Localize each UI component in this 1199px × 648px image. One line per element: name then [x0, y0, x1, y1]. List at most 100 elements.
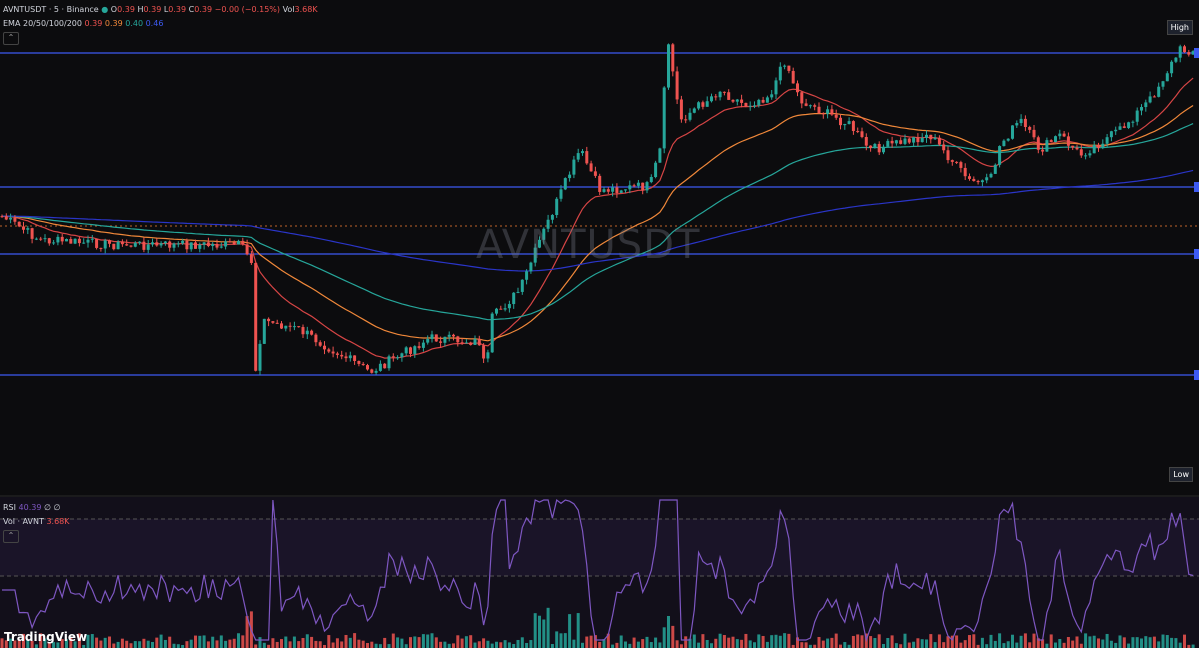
candle: [1170, 61, 1174, 74]
ema-line: [1, 77, 1194, 359]
change: −0.00 (−0.15%): [214, 5, 281, 14]
rsi-label[interactable]: RSI: [3, 503, 16, 512]
volume-bar: [933, 642, 937, 648]
candle: [735, 99, 739, 102]
volume-bar: [421, 634, 425, 648]
candle: [731, 99, 735, 102]
candle: [1178, 46, 1182, 58]
candle: [262, 318, 266, 344]
volume-bar: [426, 634, 430, 648]
volume-bar: [1049, 634, 1053, 648]
volume-bar: [1079, 643, 1083, 648]
candle: [1135, 110, 1139, 122]
volume-bar: [877, 634, 881, 648]
volume-bar: [1075, 636, 1079, 648]
ema-label[interactable]: EMA 20/50/100/200: [3, 19, 82, 28]
volume-bar: [903, 633, 907, 648]
candle: [503, 308, 507, 310]
rsi-line: [2, 498, 1194, 643]
volume-bar: [830, 637, 834, 648]
volume-label[interactable]: Vol · AVNT: [3, 517, 44, 526]
candle: [636, 182, 640, 186]
collapse-button[interactable]: ⌃: [3, 530, 19, 543]
volume-bar: [817, 636, 821, 648]
volume-bar: [1135, 637, 1139, 648]
volume-bar: [275, 641, 279, 648]
candle: [249, 254, 253, 263]
volume-bar: [761, 635, 765, 648]
volume-bar: [692, 634, 696, 648]
candle: [512, 292, 516, 305]
candle: [912, 137, 916, 143]
candle: [684, 119, 688, 121]
volume-bar: [869, 636, 873, 648]
volume-bar: [47, 643, 51, 648]
volume-bar: [950, 635, 954, 648]
candle: [662, 87, 666, 149]
volume-bar: [615, 642, 619, 648]
candle: [206, 242, 210, 247]
candle: [340, 354, 344, 357]
candle: [593, 171, 597, 176]
ema-50: 0.39: [104, 19, 123, 28]
volume-bar: [602, 639, 606, 648]
collapse-button[interactable]: ⌃: [3, 32, 19, 45]
candle: [486, 352, 490, 359]
candle: [447, 334, 451, 337]
candle: [697, 102, 701, 109]
volume-bar: [658, 642, 662, 648]
volume-bar: [237, 633, 240, 648]
candle: [292, 326, 296, 328]
volume-bar: [39, 633, 43, 648]
volume-bar: [856, 634, 860, 648]
volume-bar: [314, 640, 318, 648]
candle: [1122, 126, 1126, 128]
volume-bar: [383, 637, 387, 648]
candle: [602, 189, 606, 192]
candle: [744, 102, 748, 107]
symbol[interactable]: AVNTUSDT · 5 · Binance: [3, 5, 99, 14]
low-marker: Low: [1169, 467, 1193, 482]
candle: [606, 189, 610, 192]
candle: [894, 140, 898, 144]
candle: [826, 109, 830, 114]
candle: [804, 103, 808, 106]
vol-label: Vol: [282, 5, 295, 14]
axis-tag: [1194, 249, 1199, 259]
volume-bar: [297, 641, 301, 648]
candle: [692, 108, 696, 113]
volume-bar: [163, 639, 167, 648]
volume-bar: [748, 640, 752, 648]
candle: [1036, 137, 1040, 150]
candle: [52, 242, 56, 244]
volume-bar: [370, 641, 374, 648]
candle: [589, 163, 593, 172]
candle: [439, 341, 443, 343]
candle: [82, 242, 86, 244]
candle: [963, 167, 967, 177]
volume-bar: [447, 643, 451, 648]
volume-bar: [361, 640, 365, 648]
candle: [748, 105, 752, 107]
volume-bar: [722, 635, 726, 648]
candle: [830, 109, 834, 115]
candle: [116, 241, 120, 250]
candle: [297, 326, 301, 328]
candle: [383, 363, 387, 369]
candle: [0, 216, 4, 218]
volume-bar: [912, 641, 916, 648]
volume-bar: [1183, 634, 1186, 648]
candle: [176, 243, 180, 245]
candle: [1140, 107, 1143, 111]
volume-bar: [1041, 639, 1045, 648]
volume-bar: [606, 633, 610, 648]
ema-line: [2, 123, 1194, 321]
volume-bar: [1084, 633, 1088, 648]
volume-bar: [331, 642, 335, 648]
candle: [168, 241, 172, 248]
volume-bar: [185, 641, 189, 648]
candle: [520, 279, 524, 292]
volume-bar: [1002, 643, 1006, 648]
